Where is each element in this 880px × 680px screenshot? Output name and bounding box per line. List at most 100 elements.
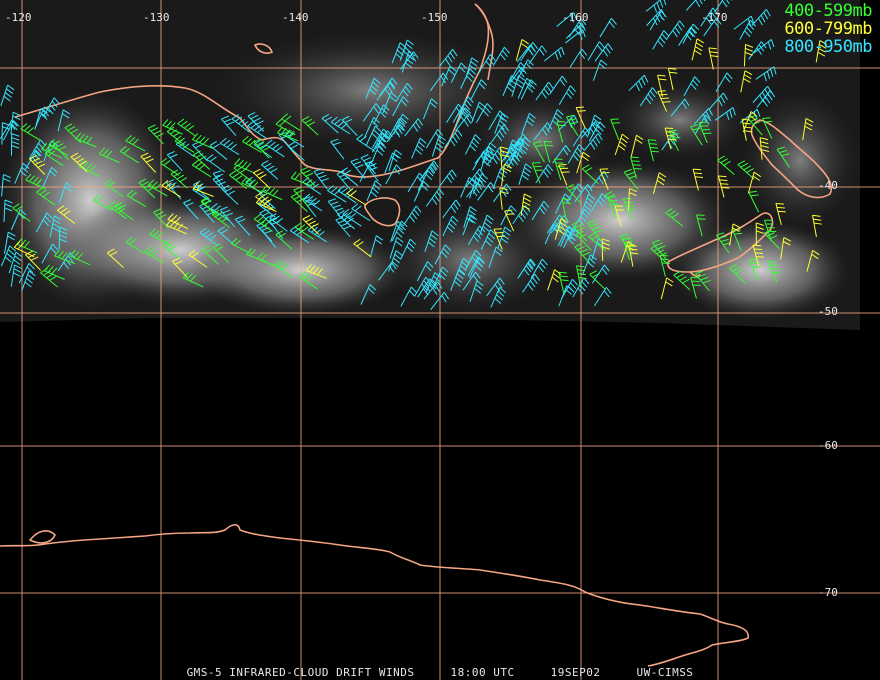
- wind-barb: [607, 196, 619, 218]
- wind-barb: [499, 146, 509, 169]
- wind-barb: [425, 129, 444, 149]
- wind-barb: [467, 225, 486, 245]
- wind-barb: [714, 107, 736, 121]
- wind-barb: [564, 29, 586, 44]
- wind-barb: [502, 75, 518, 97]
- wind-barb: [199, 227, 218, 247]
- wind-barb: [327, 185, 347, 203]
- wind-barb: [673, 270, 691, 291]
- wind-barb: [472, 173, 488, 195]
- wind-barb: [576, 230, 592, 251]
- wind-barb: [108, 200, 127, 220]
- wind-barb: [340, 167, 359, 187]
- wind-barb: [547, 269, 562, 291]
- wind-barb: [696, 214, 706, 237]
- wind-barb: [432, 266, 449, 288]
- wind-barb: [13, 241, 35, 258]
- legend-item-600-799: 600-799mb: [784, 19, 872, 39]
- wind-barb: [518, 163, 533, 185]
- wind-barb: [438, 169, 457, 188]
- wind-barb: [10, 111, 21, 135]
- wind-barb: [752, 244, 765, 267]
- wind-barb: [558, 271, 569, 294]
- wind-barb: [561, 278, 579, 299]
- wind-barb: [694, 114, 712, 135]
- wind-barb: [565, 114, 579, 136]
- wind-barb: [274, 260, 294, 279]
- wind-barb: [533, 122, 553, 141]
- wind-barb: [580, 193, 596, 215]
- wind-barb: [559, 226, 576, 247]
- wind-barb: [645, 0, 667, 13]
- wind-barb: [49, 215, 62, 238]
- wind-barb: [265, 139, 285, 158]
- wind-barb: [360, 284, 377, 305]
- wind-barb: [729, 264, 746, 284]
- wind-barb: [652, 30, 670, 50]
- wind-barb: [630, 156, 642, 179]
- wind-barb: [558, 164, 570, 186]
- wind-barb: [40, 268, 58, 288]
- wind-barb: [234, 215, 251, 236]
- wind-barb: [201, 197, 220, 216]
- wind-barb: [610, 118, 621, 141]
- wind-barb: [294, 221, 314, 240]
- wind-barb: [463, 206, 477, 228]
- wind-barb: [667, 67, 678, 90]
- wind-barb: [554, 217, 569, 240]
- wind-barb: [57, 109, 71, 132]
- wind-barb: [558, 85, 577, 105]
- wind-barb: [125, 134, 146, 152]
- wind-barb: [10, 133, 20, 156]
- wind-barb: [567, 144, 585, 164]
- wind-barb: [234, 158, 256, 174]
- wind-barb: [462, 214, 478, 236]
- wind-barb: [166, 179, 182, 200]
- wind-barb: [576, 265, 587, 288]
- wind-barb: [492, 46, 510, 67]
- wind-barb: [497, 226, 512, 249]
- wind-barb: [57, 205, 76, 224]
- wind-barb: [442, 215, 459, 237]
- wind-barb: [211, 209, 231, 229]
- wind-barb: [747, 171, 761, 194]
- wind-barb: [192, 182, 214, 197]
- wind-barb: [588, 121, 606, 142]
- wind-barb: [509, 62, 527, 82]
- wind-barb: [588, 232, 607, 252]
- wind-barb: [501, 163, 512, 187]
- wind-barb: [703, 17, 722, 37]
- wind-barb: [414, 276, 432, 297]
- wind-barb: [587, 41, 605, 61]
- wind-barb: [287, 141, 305, 161]
- latitude-labels: -40 -50 -60 -70: [818, 179, 838, 599]
- wind-barb: [717, 155, 735, 175]
- wind-barb: [601, 238, 611, 261]
- wind-barb: [305, 264, 328, 279]
- wind-barb: [246, 247, 268, 263]
- lon-label: -150: [421, 11, 448, 24]
- legend-item-400-599: 400-599mb: [784, 1, 872, 21]
- caption-date: 19SEP02: [550, 666, 601, 679]
- wind-barb: [167, 213, 189, 230]
- wind-barb: [191, 133, 213, 149]
- lat-label: -60: [818, 439, 838, 452]
- wind-barb: [556, 120, 567, 143]
- wind-barb: [376, 82, 395, 101]
- wind-barb: [290, 192, 308, 212]
- wind-barb: [202, 245, 220, 265]
- wind-barb: [715, 72, 733, 93]
- wind-barb: [115, 202, 134, 221]
- wind-barb: [708, 92, 728, 110]
- wind-barb: [494, 112, 509, 135]
- wind-barb: [692, 168, 704, 191]
- wind-barb: [628, 74, 649, 92]
- wind-barb: [212, 170, 227, 192]
- wind-barb: [739, 19, 757, 40]
- wind-barb: [64, 123, 82, 144]
- wind-barb: [144, 246, 164, 264]
- wind-barb: [25, 250, 42, 271]
- wind-barb: [574, 243, 591, 264]
